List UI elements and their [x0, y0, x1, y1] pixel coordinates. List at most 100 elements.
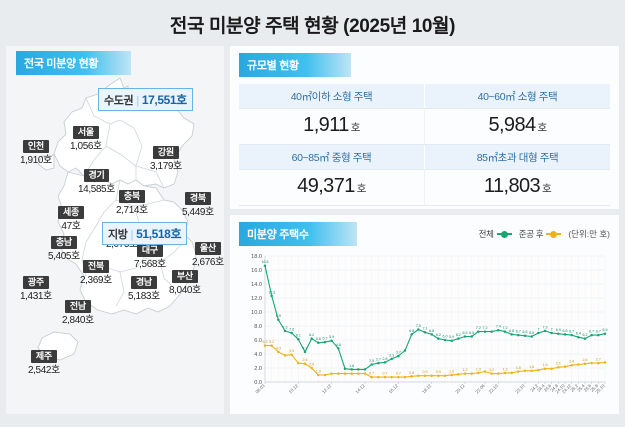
y-axis-tick: 6.0 [254, 338, 262, 344]
data-point [397, 354, 400, 358]
data-point [550, 367, 553, 370]
region-value: 2,369호 [80, 275, 112, 287]
data-label: 7.5 [416, 324, 421, 328]
data-label: 0.7 [369, 372, 374, 376]
data-point [497, 372, 500, 375]
region-value: 8,040호 [169, 285, 201, 297]
data-point [523, 369, 527, 373]
data-label: 1.8 [349, 364, 354, 368]
table-row: 1,911 호 5,984 호 [239, 108, 610, 145]
data-point [330, 372, 333, 375]
data-point [310, 366, 313, 370]
data-point [270, 294, 273, 298]
region-label: 충북 2,714호 [116, 186, 148, 217]
data-point [337, 347, 340, 350]
legend-item-completed: 준공 후 [519, 228, 562, 240]
highlight-provinces-label: 지방 [108, 229, 128, 241]
data-point [590, 361, 593, 365]
data-label: 6.8 [563, 329, 568, 333]
chart-plot-area: 0.0 2.0 4.0 6.0 8.0 10.0 12.0 14.0 16.0 18.0 08.03… [239, 250, 610, 408]
region-label: 세종 47호 [58, 202, 84, 233]
data-point [517, 333, 520, 337]
data-label: 0.9 [423, 370, 428, 374]
data-point [463, 372, 467, 375]
region-value: 1,431호 [20, 291, 52, 303]
data-label: 2.6 [583, 358, 588, 362]
series-line-total [264, 265, 606, 370]
data-label: 4.3 [303, 346, 308, 350]
chart-card-badge: 미분양 주택수 [239, 222, 357, 246]
data-point [450, 339, 453, 342]
x-axis-tick: 24.6 [543, 383, 553, 393]
region-label: 인천 1,910호 [20, 136, 52, 167]
region-value: 7,568호 [134, 259, 166, 271]
size-value-3: 11,803 호 [424, 169, 610, 206]
data-point [603, 332, 607, 335]
data-point [430, 374, 433, 377]
region-value: 5,183호 [128, 291, 160, 303]
data-point [357, 372, 360, 375]
right-column: 규모별 현황 40㎡이하 소형 주택 40~60㎡ 소형 주택 1,911 호 5… [230, 46, 619, 414]
data-point [303, 362, 307, 366]
data-label: 6.0 [443, 334, 448, 338]
data-point [343, 372, 347, 375]
data-point [317, 341, 320, 345]
data-label: 2.6 [303, 358, 308, 362]
data-label: 2.0 [309, 362, 314, 366]
region-name: 광주 [22, 276, 49, 290]
data-point [337, 372, 340, 375]
highlight-capital-value: 17,551호 [141, 93, 187, 107]
data-point [443, 338, 447, 342]
data-label: 6.7 [516, 330, 521, 334]
data-point [457, 373, 460, 376]
size-value-2: 49,371 호 [239, 169, 425, 206]
data-point [410, 333, 413, 336]
region-name: 세종 [58, 206, 84, 220]
data-label: 6.2 [456, 333, 461, 337]
x-axis-tick: 22.10 [488, 383, 500, 395]
size-value-3-unit: 호 [542, 183, 552, 195]
size-header-3: 85㎡초과 대형 주택 [424, 144, 610, 170]
data-point [503, 330, 507, 333]
size-value-2-unit: 호 [356, 183, 367, 195]
data-label: 2.7 [376, 358, 381, 362]
size-card-badge: 규모별 현황 [239, 53, 351, 77]
data-point [590, 333, 593, 337]
region-label: 서울 1,056호 [70, 122, 102, 153]
data-point [577, 335, 580, 339]
data-point [357, 368, 360, 371]
legend-swatch-total [496, 230, 512, 238]
data-label: 7.2 [503, 326, 508, 330]
legend-label-total: 전체 [478, 229, 494, 239]
data-label: 6.2 [309, 333, 314, 337]
line-chart-svg: 0.0 2.0 4.0 6.0 8.0 10.0 12.0 14.0 16.0 18.0 08.03… [251, 254, 607, 395]
data-label: 1.0 [449, 369, 454, 373]
region-value: 2,542호 [28, 365, 60, 377]
data-point [283, 354, 287, 357]
data-label: 7.3 [543, 325, 548, 329]
size-value-1-unit: 호 [537, 122, 548, 134]
size-breakdown-table: 40㎡이하 소형 주택 40~60㎡ 소형 주택 1,911 호 5,984 호 6… [239, 84, 610, 206]
data-point [370, 375, 373, 379]
size-value-0-unit: 호 [350, 122, 361, 134]
data-label: 6.8 [509, 329, 514, 333]
data-label: 1.2 [463, 368, 468, 372]
data-point [323, 340, 327, 344]
data-label: 6.2 [436, 333, 441, 337]
x-axis-tick: 23.10 [514, 383, 526, 395]
x-axis-tick: 10.12 [288, 383, 300, 395]
region-value: 1,910호 [20, 155, 52, 167]
data-point [577, 363, 580, 366]
x-axis-tick: 12.12 [321, 383, 333, 395]
data-point [477, 330, 480, 333]
legend-label-completed: 준공 후 [518, 229, 544, 239]
data-point [470, 335, 473, 338]
data-point [437, 374, 440, 377]
data-point [263, 344, 267, 347]
data-point [583, 362, 587, 366]
region-label: 제주 2,542호 [28, 346, 60, 377]
data-label: 1.2 [489, 368, 494, 372]
data-label: 7.4 [496, 325, 501, 329]
data-point [503, 371, 507, 375]
region-label: 충남 5,405호 [48, 232, 80, 263]
